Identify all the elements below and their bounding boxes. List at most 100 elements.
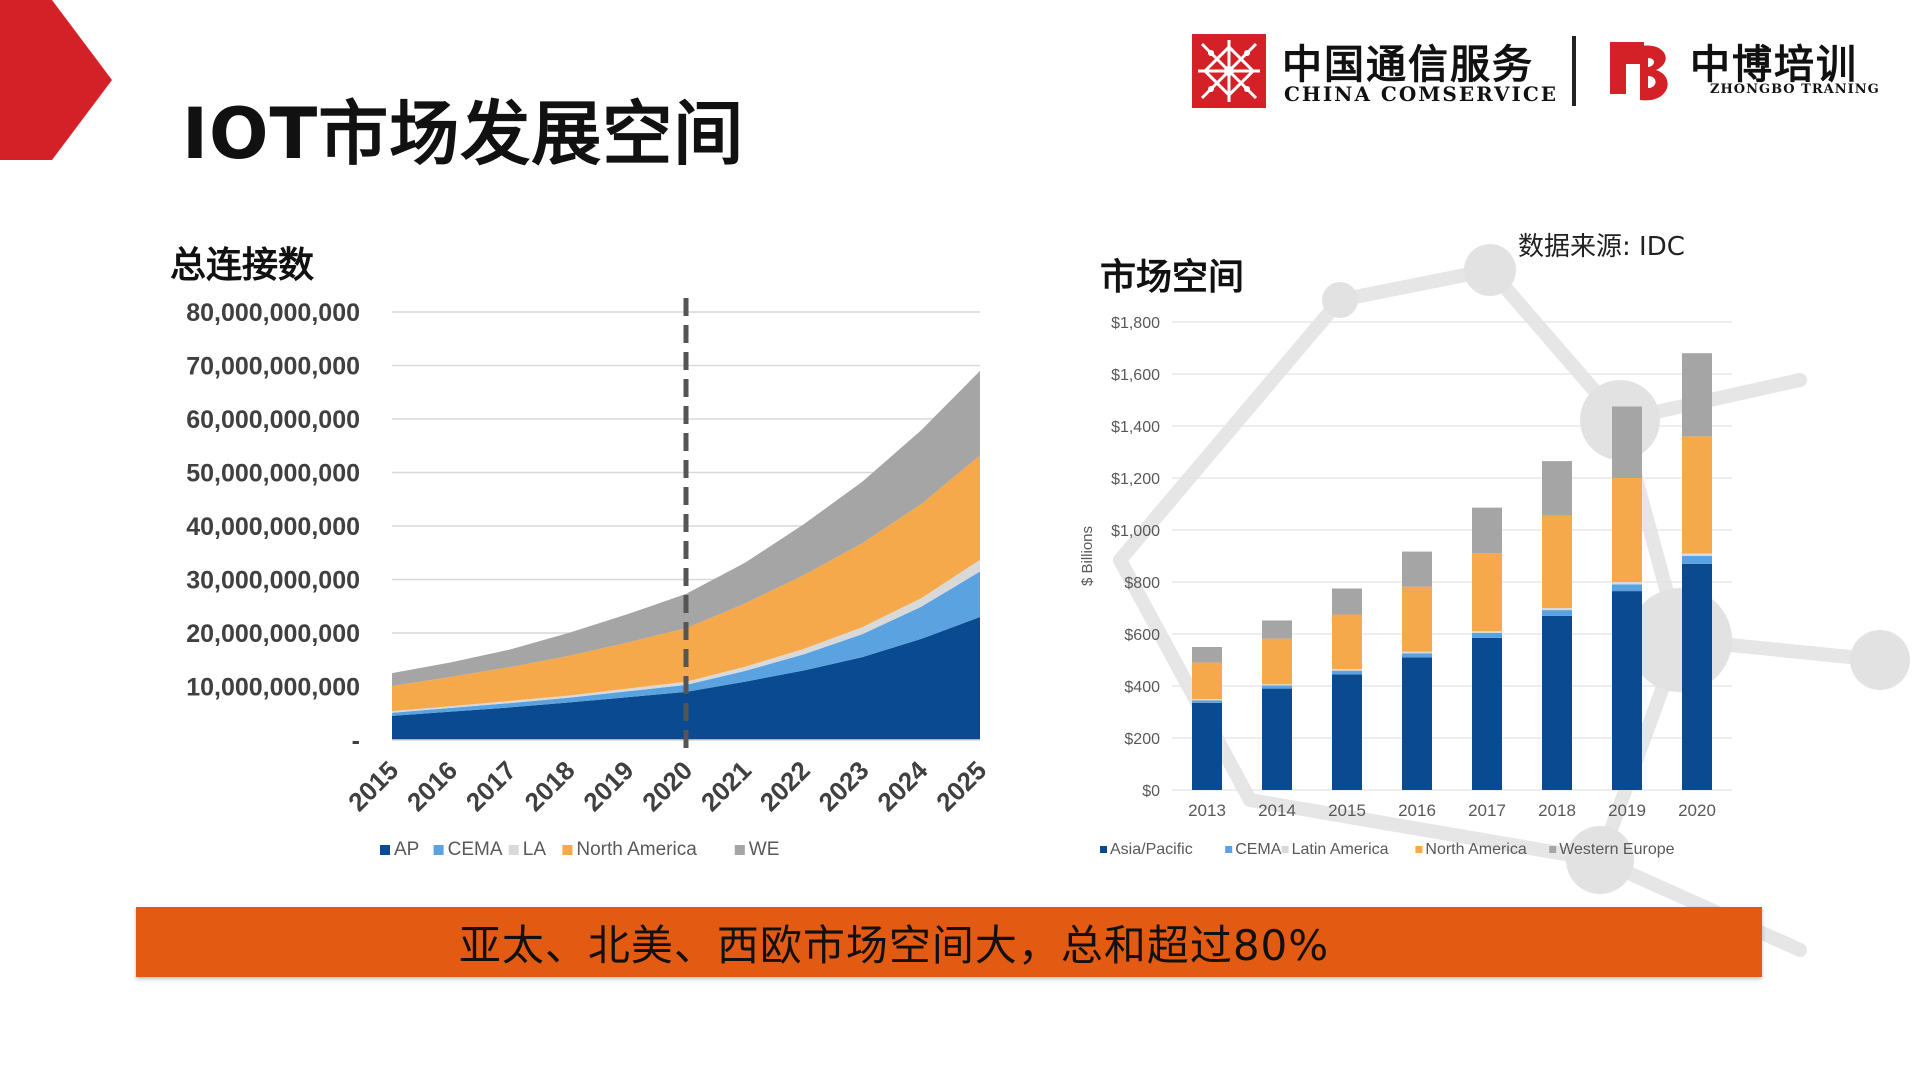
area-y-tick-label: - <box>352 727 360 755</box>
bar-segment-north-america <box>1542 515 1572 608</box>
bar-segment-asia-pacific <box>1262 688 1292 790</box>
bar-segment-latin-america <box>1682 553 1712 556</box>
bar-y-tick-label: $600 <box>1124 627 1160 644</box>
bar-segment-western-europe <box>1542 461 1572 516</box>
area-y-tick-label: 30,000,000,000 <box>186 567 360 595</box>
bar-x-tick-label: 2019 <box>1608 801 1646 820</box>
data-source-note: 数据来源: IDC <box>1518 232 1685 262</box>
bar-segment-north-america <box>1262 638 1292 685</box>
area-legend-label: North America <box>576 839 697 860</box>
zhongbo-name-en: ZHONGBO TRANING <box>1710 82 1880 97</box>
bar-x-tick-label: 2013 <box>1188 801 1226 820</box>
bar-y-tick-label: $1,800 <box>1111 315 1160 332</box>
bar-legend-swatch <box>1415 846 1423 853</box>
china-comservice-name-en: CHINA COMSERVICE <box>1284 82 1559 106</box>
area-legend-label: AP <box>394 839 419 860</box>
area-x-tick-label: 2019 <box>577 755 639 817</box>
bar-segment-cema <box>1542 610 1572 616</box>
bar-y-tick-label: $1,400 <box>1111 419 1160 436</box>
area-x-tick-label: 2020 <box>636 755 698 817</box>
bar-segment-asia-pacific <box>1612 591 1642 790</box>
area-legend-swatch <box>508 845 519 855</box>
corner-arrow-decoration <box>0 0 112 160</box>
bar-segment-western-europe <box>1402 551 1432 587</box>
bar-y-tick-label: $1,000 <box>1111 523 1160 540</box>
area-legend-swatch <box>562 845 573 855</box>
area-y-tick-label: 50,000,000,000 <box>186 460 360 488</box>
bar-x-tick-label: 2020 <box>1678 801 1716 820</box>
zhongbo-logo: 中博培训 ZHONGBO TRANING <box>1604 32 1894 112</box>
bar-legend-label: CEMA <box>1235 841 1282 858</box>
china-comservice-logo: 中国通信服务 CHINA COMSERVICE <box>1192 32 1556 112</box>
bar-legend-swatch <box>1549 846 1557 853</box>
bar-y-tick-label: $400 <box>1124 679 1160 696</box>
bar-x-tick-label: 2014 <box>1258 801 1296 820</box>
bar-segment-western-europe <box>1192 647 1222 663</box>
zhongbo-emblem-icon <box>1610 42 1668 101</box>
area-legend-label: WE <box>749 839 780 860</box>
area-legend-swatch <box>433 845 444 855</box>
bar-segment-cema <box>1332 670 1362 675</box>
market-bar-chart: $0 $200 $400 $600 $800 $1,000 $1,200 $1,400 $1,6… <box>1079 315 1732 858</box>
bar-segment-cema <box>1192 700 1222 703</box>
china-comservice-emblem-icon <box>1192 34 1266 108</box>
bar-segment-asia-pacific <box>1332 674 1362 790</box>
area-x-tick-label: 2025 <box>930 755 992 817</box>
area-y-tick-label: 20,000,000,000 <box>186 620 360 648</box>
area-x-tick-label: 2023 <box>813 755 875 817</box>
area-x-tick-label: 2022 <box>754 755 816 817</box>
bar-y-tick-label: $800 <box>1124 575 1160 592</box>
bar-legend-swatch <box>1225 846 1233 853</box>
bar-segment-latin-america <box>1612 582 1642 585</box>
bar-segment-cema <box>1472 632 1502 638</box>
area-y-tick-label: 80,000,000,000 <box>186 299 360 327</box>
area-x-tick-label: 2016 <box>401 755 463 817</box>
bar-segment-north-america <box>1402 586 1432 652</box>
china-comservice-name-cn: 中国通信服务 <box>1282 42 1534 88</box>
bar-segment-north-america <box>1682 436 1712 554</box>
area-x-tick-label: 2021 <box>695 755 757 817</box>
bar-segment-north-america <box>1612 478 1642 582</box>
bar-legend-label: Asia/Pacific <box>1110 841 1193 858</box>
bar-segment-asia-pacific <box>1682 563 1712 790</box>
bar-segment-latin-america <box>1332 669 1362 671</box>
bar-segment-western-europe <box>1612 406 1642 478</box>
bar-y-axis-title: $ Billions <box>1079 526 1096 586</box>
summary-banner: 亚太、北美、西欧市场空间大，总和超过80% <box>136 907 1762 977</box>
logo-divider <box>1572 36 1576 106</box>
bar-segment-latin-america <box>1192 699 1222 701</box>
bar-x-tick-label: 2015 <box>1328 801 1366 820</box>
bar-legend-swatch <box>1281 846 1289 853</box>
summary-banner-text: 亚太、北美、西欧市场空间大，总和超过80% <box>458 920 1330 970</box>
zhongbo-name-cn: 中博培训 <box>1690 42 1858 88</box>
bar-segment-asia-pacific <box>1542 615 1572 790</box>
bar-y-tick-label: $1,600 <box>1111 367 1160 384</box>
bar-segment-cema <box>1262 685 1292 689</box>
bar-segment-north-america <box>1192 662 1222 699</box>
bar-segment-western-europe <box>1262 620 1292 639</box>
bar-segment-latin-america <box>1542 608 1572 611</box>
bar-segment-north-america <box>1332 614 1362 670</box>
bar-x-tick-label: 2018 <box>1538 801 1576 820</box>
area-legend-label: LA <box>523 839 547 860</box>
area-x-tick-label: 2024 <box>871 755 933 817</box>
bar-segment-cema <box>1612 584 1642 592</box>
area-legend-label: CEMA <box>448 839 503 860</box>
bar-y-tick-label: $1,200 <box>1111 471 1160 488</box>
area-y-tick-label: 70,000,000,000 <box>186 353 360 381</box>
bar-y-tick-label: $0 <box>1142 783 1160 800</box>
bar-legend-label: Latin America <box>1292 841 1389 858</box>
bar-segment-latin-america <box>1402 651 1432 654</box>
area-x-tick-label: 2018 <box>519 755 581 817</box>
page-title: IOT市场发展空间 <box>182 93 745 175</box>
bar-legend-label: North America <box>1425 841 1526 858</box>
area-y-tick-label: 40,000,000,000 <box>186 513 360 541</box>
bar-legend-label: Western Europe <box>1559 841 1674 858</box>
bar-segment-latin-america <box>1262 684 1292 686</box>
bar-y-tick-label: $200 <box>1124 731 1160 748</box>
bar-segment-western-europe <box>1332 588 1362 615</box>
bar-segment-cema <box>1682 556 1712 564</box>
area-series-ap <box>392 617 980 740</box>
bar-segment-asia-pacific <box>1472 637 1502 790</box>
